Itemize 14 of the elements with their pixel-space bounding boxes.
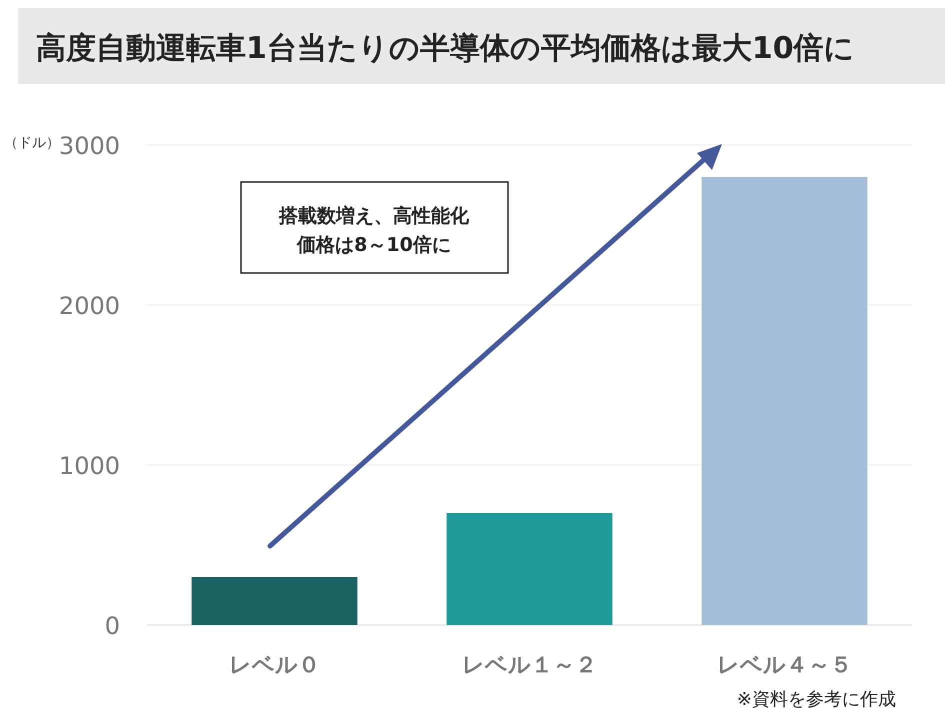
y-tick-label: 2000	[58, 292, 120, 320]
bar	[446, 513, 612, 625]
y-axis-title: （ドル）	[4, 135, 60, 151]
bar	[192, 577, 358, 625]
text: ※資料を参考に作成	[736, 689, 896, 710]
y-tick-label: 1000	[58, 452, 120, 480]
chart-title: 高度自動運転車1台当たりの半導体の平均価格は最大10倍に	[36, 31, 855, 66]
x-tick-label: レベル４～５	[717, 653, 852, 678]
y-tick-label: 3000	[58, 132, 120, 160]
annotation: 価格は8～10倍に	[296, 234, 451, 256]
y-tick-label: 0	[104, 612, 120, 640]
annotation: 搭載数増え、高性能化	[278, 205, 470, 227]
x-tick-label: レベル１～２	[462, 653, 597, 678]
x-tick-label: レベル０	[229, 653, 320, 678]
